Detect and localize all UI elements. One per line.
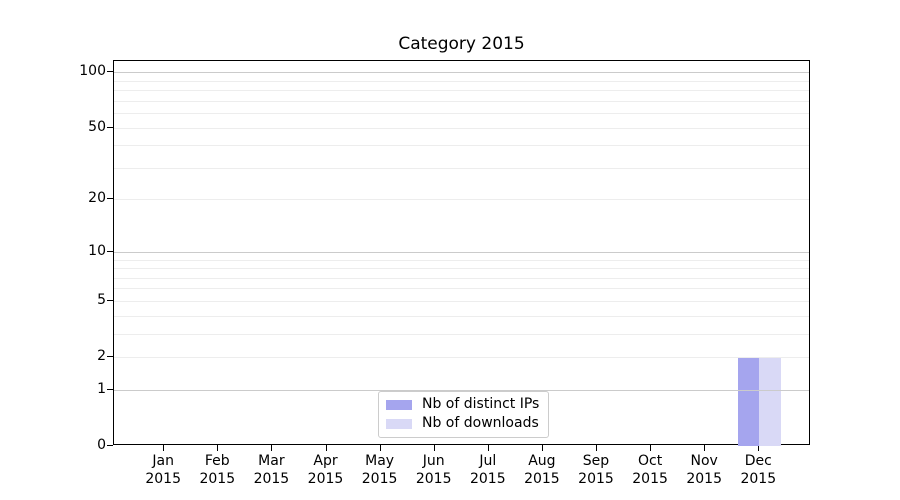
y-tick-mark (107, 250, 113, 252)
gridline-minor (114, 90, 809, 92)
y-tick-label: 5 (97, 291, 106, 308)
gridline-minor (114, 357, 809, 359)
y-tick-mark (107, 445, 113, 446)
downloads-swatch (386, 418, 412, 429)
gridline-minor (114, 80, 809, 82)
y-tick-label: 0 (97, 437, 106, 453)
y-tick-label: 20 (88, 190, 106, 207)
y-tick-label: 2 (97, 348, 106, 365)
gridline-minor (114, 113, 809, 115)
x-tick-label: Jan 2015 (145, 453, 181, 487)
x-tick-label: May 2015 (361, 453, 398, 487)
legend: Nb of distinct IPs Nb of downloads (378, 391, 550, 438)
gridline-minor (114, 300, 809, 302)
x-tick-mark (704, 445, 706, 451)
legend-label-downloads: Nb of downloads (422, 415, 539, 431)
gridline-minor (114, 333, 809, 335)
legend-label-distinct-ips: Nb of distinct IPs (422, 396, 540, 412)
x-tick-mark (217, 445, 219, 451)
gridline-major (114, 389, 809, 391)
gridline-minor (114, 315, 809, 317)
y-tick-label: 10 (88, 242, 106, 259)
chart-title: Category 2015 (398, 34, 525, 54)
legend-item-downloads: Nb of downloads (386, 416, 539, 431)
x-tick-mark (650, 445, 652, 451)
plot-area (113, 60, 810, 446)
x-tick-label: Dec 2015 (740, 453, 777, 487)
y-tick-mark (107, 126, 113, 128)
gridline-minor (114, 167, 809, 169)
legend-item-distinct-ips: Nb of distinct IPs (386, 397, 539, 412)
gridline-minor (114, 100, 809, 102)
gridline-major (114, 72, 809, 74)
distinct-ips-swatch (386, 399, 412, 410)
x-tick-label: Sep 2015 (578, 453, 614, 487)
y-tick-mark (107, 356, 113, 358)
x-tick-mark (541, 445, 543, 451)
x-tick-label: Feb 2015 (199, 453, 236, 487)
x-tick-label: Mar 2015 (253, 453, 290, 487)
x-tick-mark (379, 445, 381, 451)
bar-series-1-cat-11 (759, 357, 781, 446)
x-tick-label: Oct 2015 (632, 453, 668, 487)
gridline-minor (114, 199, 809, 201)
x-tick-mark (271, 445, 273, 451)
y-tick-mark (107, 198, 113, 200)
gridline-minor (114, 127, 809, 129)
x-tick-label: Apr 2015 (307, 453, 344, 487)
x-tick-mark (758, 445, 760, 451)
gridline-major (114, 251, 809, 253)
gridline-minor (114, 277, 809, 279)
y-tick-label: 50 (88, 118, 106, 135)
x-tick-label: Aug 2015 (524, 453, 560, 487)
gridline-minor (114, 268, 809, 270)
y-tick-mark (107, 71, 113, 73)
x-tick-mark (433, 445, 435, 451)
y-tick-label: 1 (97, 380, 106, 397)
y-tick-mark (107, 388, 113, 390)
x-tick-label: Nov 2015 (686, 453, 722, 487)
gridline-minor (114, 288, 809, 290)
y-tick-label: 100 (79, 63, 106, 80)
x-tick-label: Jul 2015 (469, 453, 506, 487)
x-tick-mark (163, 445, 165, 451)
x-tick-mark (325, 445, 327, 451)
gridline-minor (114, 259, 809, 261)
x-tick-mark (596, 445, 597, 451)
y-tick-mark (107, 299, 113, 301)
x-tick-label: Jun 2015 (415, 453, 452, 487)
gridline-minor (114, 145, 809, 147)
bar-series-0-cat-11 (737, 357, 760, 446)
x-tick-mark (487, 445, 489, 451)
